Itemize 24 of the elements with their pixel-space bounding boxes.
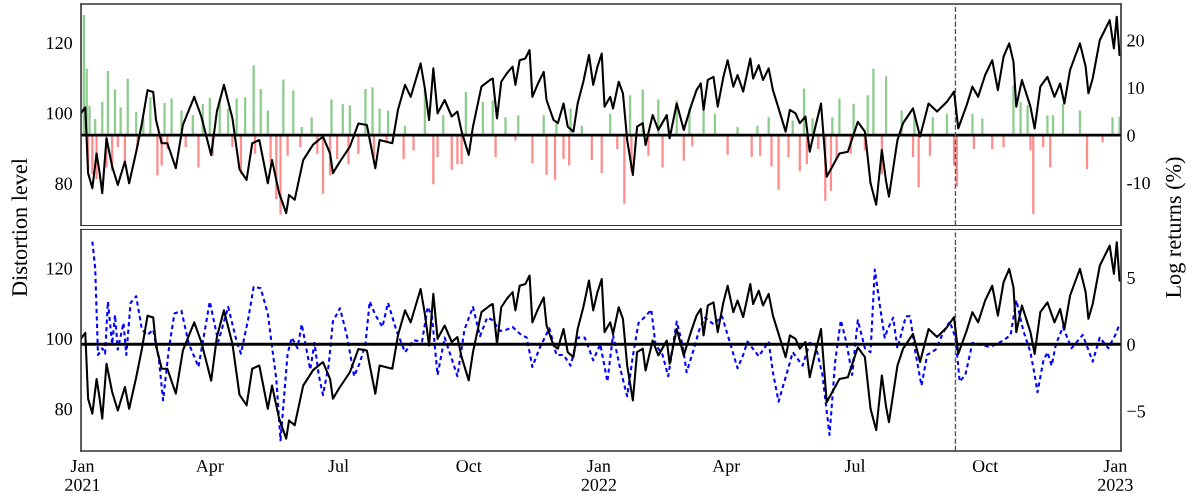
x-tick-label: Apr — [195, 459, 224, 476]
x-tick-label: Jan 2023 — [1098, 460, 1133, 491]
y2-tick-label: 10 — [1128, 81, 1144, 95]
x-tick-label: Jul — [844, 459, 866, 473]
y-tick-label: 120 — [47, 36, 73, 50]
y-tick-label: 100 — [47, 107, 73, 120]
y-tick-label: 120 — [47, 262, 73, 275]
x-tick-label: Oct — [456, 459, 482, 473]
y-axis-title: Distortion level — [11, 158, 28, 297]
x-tick-label: Jan 2021 — [65, 460, 100, 491]
y-tick-label: 100 — [47, 332, 73, 345]
y2-tick-label: 20 — [1127, 34, 1144, 47]
x-tick-label: Oct — [972, 459, 999, 473]
y2-axis-title: Log returns (%) — [1165, 157, 1186, 298]
x-tick-label: Jul — [328, 459, 349, 473]
y2-tick-label: -10 — [1127, 176, 1150, 190]
y2-tick-label: 0 — [1127, 129, 1135, 142]
x-tick-label: Jan 2022 — [581, 460, 616, 491]
y2-tick-label: −5 — [1127, 405, 1146, 418]
y2-tick-label: 5 — [1127, 271, 1135, 284]
x-tick-label: Apr — [712, 459, 741, 476]
y-tick-label: 80 — [55, 403, 73, 416]
y-tick-label: 80 — [55, 177, 73, 190]
y2-tick-label: 0 — [1127, 338, 1135, 351]
